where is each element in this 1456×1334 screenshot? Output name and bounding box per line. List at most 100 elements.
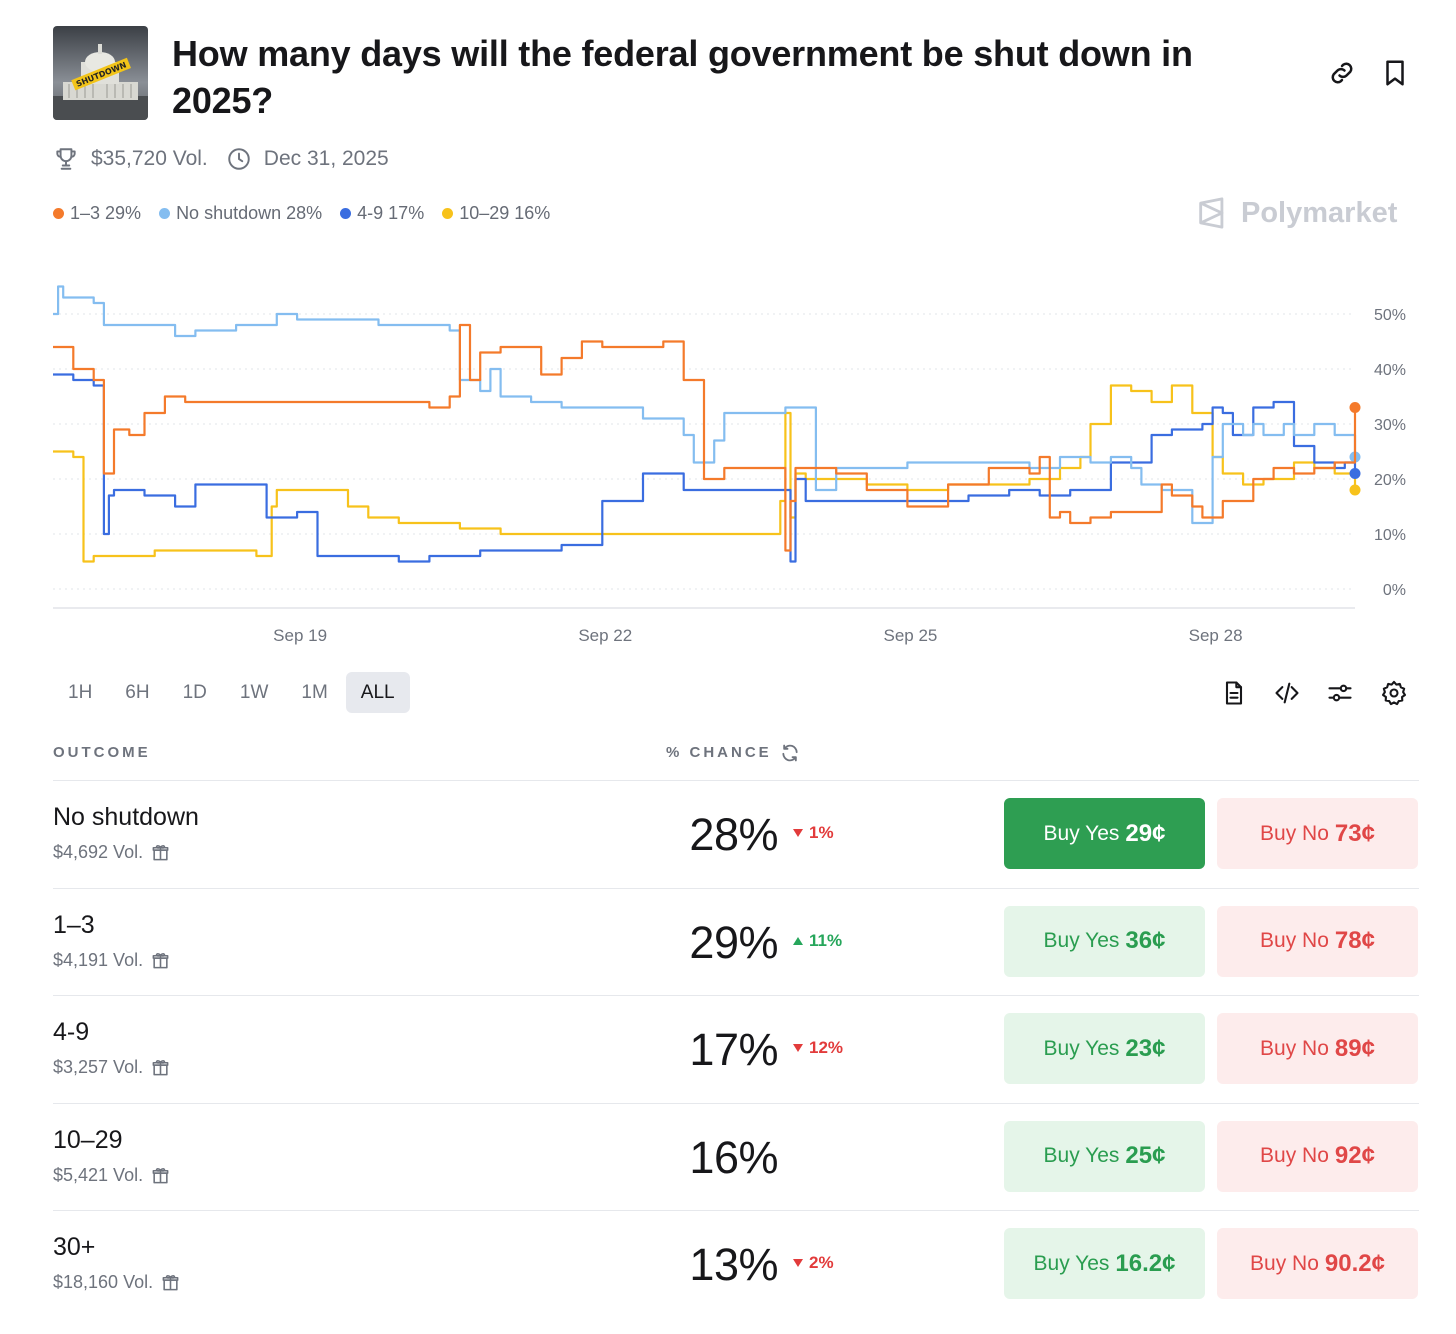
buy-yes-button[interactable]: Buy Yes 25¢ bbox=[1004, 1120, 1205, 1192]
outcome-row[interactable]: 1–3 $4,191 Vol. 29% 11% Buy Yes 36¢ Buy N… bbox=[53, 887, 1419, 996]
range-button-1h[interactable]: 1H bbox=[68, 681, 93, 703]
gift-icon[interactable] bbox=[151, 843, 170, 862]
legend-item: 10–29 16% bbox=[442, 203, 550, 224]
x-tick-label: Sep 19 bbox=[273, 626, 327, 645]
outcome-table: No shutdown $4,692 Vol. 28% 1% Buy Yes 29… bbox=[53, 780, 1419, 1318]
buy-yes-label: Buy Yes bbox=[1033, 1251, 1110, 1275]
outcome-chance: 17% bbox=[689, 1024, 778, 1075]
x-tick-label: Sep 28 bbox=[1189, 626, 1243, 645]
price-history-chart[interactable]: 0% 10% 20% 30% 40% 50% Sep 19 Sep 22 Sep 25 Sep 2… bbox=[0, 260, 1456, 660]
buy-no-label: Buy No bbox=[1260, 1144, 1329, 1167]
outcome-row[interactable]: 30+ $18,160 Vol. 13% 2% Buy Yes 16.2¢ Buy… bbox=[53, 1210, 1419, 1318]
brand-name: Polymarket bbox=[1241, 196, 1398, 229]
code-icon[interactable] bbox=[1273, 679, 1301, 707]
series-endpoint bbox=[1349, 402, 1361, 413]
clock-icon bbox=[228, 148, 250, 170]
legend-item: No shutdown 28% bbox=[159, 203, 322, 224]
buy-yes-button[interactable]: Buy Yes 16.2¢ bbox=[1004, 1228, 1205, 1299]
range-button-1w[interactable]: 1W bbox=[239, 681, 269, 703]
polymarket-logo-icon bbox=[1199, 197, 1224, 229]
chart-legend: 1–3 29% No shutdown 28% 4-9 17% 10–29 16… bbox=[53, 203, 568, 224]
outcome-chance: 29% bbox=[689, 916, 778, 968]
y-tick-label: 10% bbox=[1374, 527, 1406, 544]
buy-yes-button[interactable]: Buy Yes 23¢ bbox=[1004, 1013, 1205, 1084]
chance-change: 2% bbox=[793, 1253, 834, 1273]
series-line[interactable] bbox=[53, 285, 1357, 525]
up-arrow-icon bbox=[793, 936, 803, 945]
buy-no-button[interactable]: Buy No 73¢ bbox=[1217, 798, 1418, 869]
buy-no-label: Buy No bbox=[1260, 821, 1329, 845]
buy-yes-price: 29¢ bbox=[1125, 819, 1166, 847]
chance-change: 12% bbox=[793, 1038, 843, 1058]
buy-yes-button[interactable]: Buy Yes 29¢ bbox=[1004, 798, 1205, 869]
chance-change-value: 2% bbox=[809, 1253, 834, 1272]
outcome-row[interactable]: No shutdown $4,692 Vol. 28% 1% Buy Yes 29… bbox=[53, 780, 1419, 888]
chance-change-value: 1% bbox=[809, 823, 834, 842]
outcome-volume-value: $5,421 Vol. bbox=[53, 1164, 144, 1185]
buy-no-button[interactable]: Buy No 90.2¢ bbox=[1217, 1228, 1418, 1299]
bookmark-icon[interactable] bbox=[1380, 58, 1410, 88]
legend-dot bbox=[340, 208, 352, 219]
polymarket-watermark: Polymarket bbox=[1195, 196, 1397, 230]
gift-icon[interactable] bbox=[161, 1273, 180, 1292]
gear-icon[interactable] bbox=[1380, 679, 1408, 707]
buy-yes-price: 23¢ bbox=[1125, 1034, 1166, 1062]
outcome-volume-value: $3,257 Vol. bbox=[53, 1057, 144, 1077]
legend-label: No shutdown 28% bbox=[176, 203, 323, 223]
buy-no-price: 78¢ bbox=[1334, 927, 1375, 954]
buy-no-button[interactable]: Buy No 92¢ bbox=[1217, 1120, 1418, 1192]
down-arrow-icon bbox=[793, 1044, 803, 1052]
outcome-row[interactable]: 4-9 $3,257 Vol. 17% 12% Buy Yes 23¢ Buy N… bbox=[53, 995, 1419, 1103]
series-line[interactable] bbox=[53, 373, 1357, 563]
legend-item: 1–3 29% bbox=[53, 203, 141, 224]
buy-no-button[interactable]: Buy No 89¢ bbox=[1217, 1013, 1418, 1084]
chance-change-value: 11% bbox=[809, 930, 843, 950]
buy-yes-price: 36¢ bbox=[1125, 927, 1166, 954]
outcome-name: 1–3 bbox=[53, 910, 95, 939]
buy-no-price: 92¢ bbox=[1334, 1142, 1375, 1169]
link-icon[interactable] bbox=[1327, 58, 1357, 88]
buy-no-button[interactable]: Buy No 78¢ bbox=[1217, 905, 1418, 977]
chance-change: 1% bbox=[793, 823, 834, 843]
outcome-volume: $4,692 Vol. bbox=[53, 842, 170, 863]
legend-label: 1–3 29% bbox=[70, 203, 142, 223]
document-icon[interactable] bbox=[1220, 679, 1248, 707]
outcome-row[interactable]: 10–29 $5,421 Vol. 16% Buy Yes 25¢ Buy No 9… bbox=[53, 1102, 1419, 1211]
range-button-1m[interactable]: 1M bbox=[301, 681, 328, 703]
series-line[interactable] bbox=[53, 323, 1357, 552]
outcome-name: 4-9 bbox=[53, 1018, 90, 1046]
outcome-volume: $3,257 Vol. bbox=[53, 1057, 170, 1078]
outcome-volume-value: $4,191 Vol. bbox=[53, 949, 144, 970]
buy-yes-label: Buy Yes bbox=[1043, 1144, 1120, 1167]
x-tick-label: Sep 25 bbox=[883, 626, 937, 645]
refresh-icon[interactable] bbox=[780, 743, 800, 763]
gift-icon[interactable] bbox=[151, 1166, 170, 1185]
range-button-1d[interactable]: 1D bbox=[182, 681, 207, 703]
buy-no-label: Buy No bbox=[1260, 929, 1329, 952]
y-tick-label: 0% bbox=[1383, 582, 1406, 599]
y-tick-label: 20% bbox=[1374, 472, 1406, 489]
buy-yes-button[interactable]: Buy Yes 36¢ bbox=[1004, 905, 1205, 977]
buy-yes-price: 16.2¢ bbox=[1115, 1249, 1176, 1277]
range-button-6h[interactable]: 6H bbox=[125, 681, 150, 703]
outcome-volume: $18,160 Vol. bbox=[53, 1272, 180, 1293]
sliders-icon[interactable] bbox=[1326, 679, 1354, 707]
outcome-name: 30+ bbox=[53, 1233, 96, 1261]
buy-yes-price: 25¢ bbox=[1125, 1142, 1166, 1169]
column-header-outcome: OUTCOME bbox=[53, 744, 151, 761]
buy-no-label: Buy No bbox=[1250, 1251, 1319, 1275]
range-button-all[interactable]: ALL bbox=[345, 672, 410, 713]
buy-yes-label: Buy Yes bbox=[1043, 929, 1120, 952]
y-tick-label: 40% bbox=[1374, 362, 1406, 379]
outcome-chance: 16% bbox=[689, 1131, 778, 1183]
gift-icon[interactable] bbox=[151, 951, 170, 970]
buy-no-price: 73¢ bbox=[1334, 819, 1375, 847]
down-arrow-icon bbox=[793, 1259, 803, 1267]
market-thumbnail: SHUTDOWN bbox=[53, 26, 148, 120]
chance-change-value: 12% bbox=[809, 1038, 844, 1057]
trophy-icon bbox=[56, 148, 76, 170]
series-endpoint bbox=[1349, 484, 1361, 496]
gift-icon[interactable] bbox=[151, 1058, 170, 1077]
column-header-chance: % CHANCE bbox=[666, 744, 772, 761]
outcome-chance: 28% bbox=[689, 809, 778, 860]
